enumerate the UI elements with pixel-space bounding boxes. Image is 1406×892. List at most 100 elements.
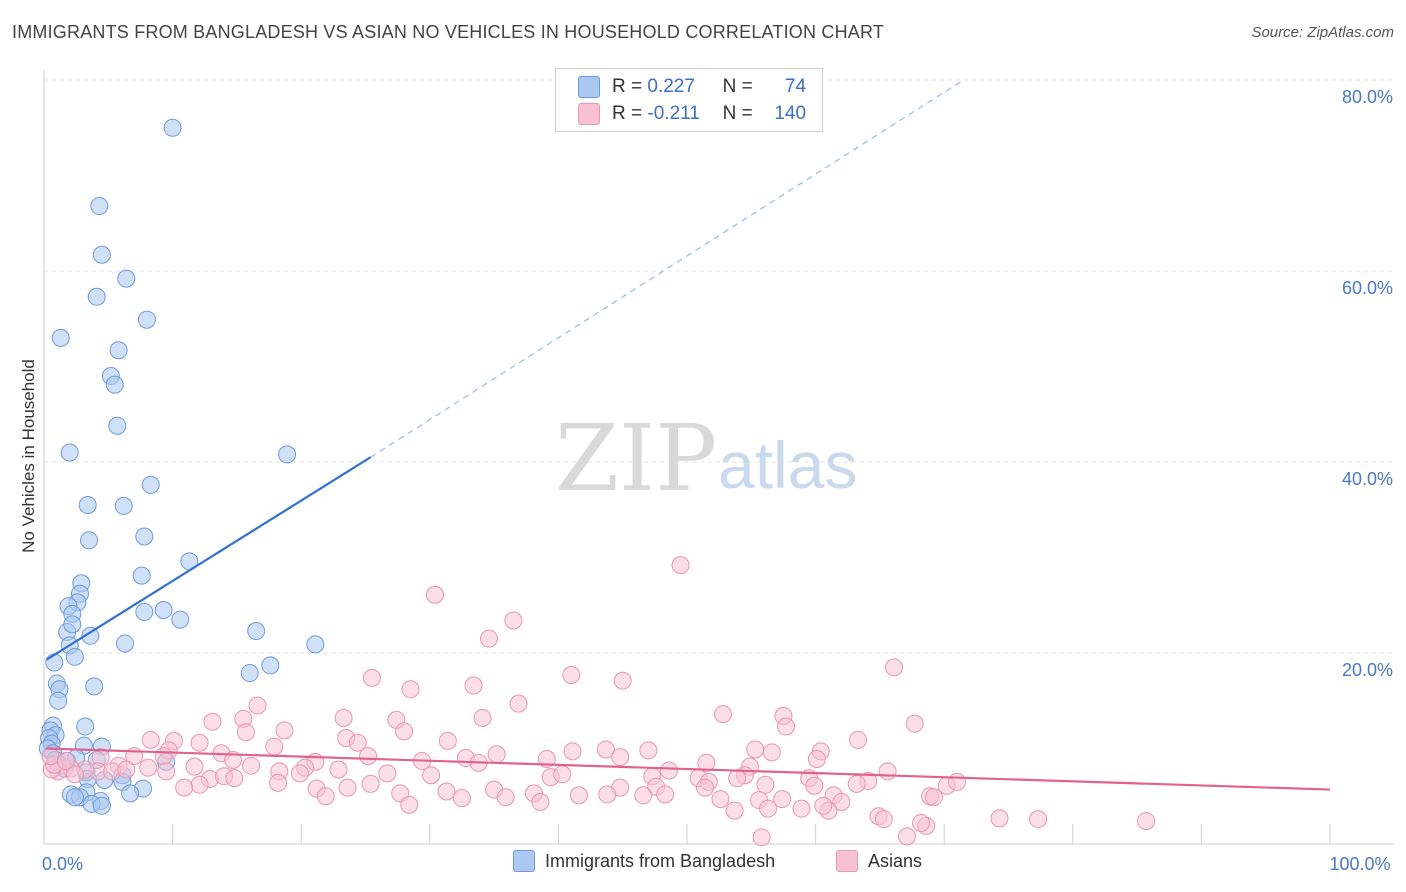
point-asians — [759, 799, 778, 818]
point-bangladesh — [121, 784, 140, 803]
legend-n-label: N = — [722, 103, 753, 124]
point-asians — [874, 810, 893, 829]
point-asians — [805, 776, 824, 795]
bottom-legend-bangladesh: Immigrants from Bangladesh — [513, 850, 775, 872]
bottom-legend-swatch-bangladesh — [513, 850, 535, 872]
point-asians — [728, 769, 747, 788]
bottom-legend-asians: Asians — [836, 850, 922, 872]
point-asians — [473, 708, 492, 727]
point-asians — [157, 762, 176, 781]
point-asians — [1029, 810, 1048, 829]
point-bangladesh — [114, 496, 133, 515]
point-bangladesh — [92, 796, 111, 815]
point-asians — [671, 556, 690, 575]
point-asians — [190, 775, 209, 794]
legend-r-value: 0.227 — [647, 76, 695, 97]
point-asians — [269, 773, 288, 792]
point-asians — [225, 769, 244, 788]
point-asians — [452, 789, 471, 808]
grid — [44, 79, 1394, 654]
point-bangladesh — [90, 197, 109, 216]
point-asians — [334, 708, 353, 727]
point-asians — [464, 676, 483, 695]
point-asians — [912, 813, 931, 832]
point-asians — [236, 723, 255, 742]
point-asians — [141, 730, 160, 749]
point-asians — [696, 778, 715, 797]
point-bangladesh — [108, 416, 127, 435]
point-asians — [509, 694, 528, 713]
point-asians — [1137, 812, 1156, 831]
legend-r-label: R = — [612, 76, 643, 97]
point-bangladesh — [154, 601, 173, 620]
y-tick-label: 20.0% — [1342, 660, 1393, 680]
point-asians — [361, 774, 380, 793]
stats-legend: R = 0.227 N = 74 R = -0.211 N = 140 — [555, 68, 823, 132]
point-bangladesh — [117, 269, 136, 288]
point-asians — [537, 750, 556, 769]
point-bangladesh — [135, 527, 154, 546]
point-asians — [656, 785, 675, 804]
point-bangladesh — [49, 691, 68, 710]
watermark-atlas: atlas — [718, 428, 857, 502]
point-asians — [596, 740, 615, 759]
point-asians — [487, 745, 506, 764]
point-bangladesh — [85, 677, 104, 696]
point-bangladesh — [278, 445, 297, 464]
point-asians — [139, 758, 158, 777]
point-asians — [248, 696, 267, 715]
point-asians — [438, 731, 457, 750]
point-asians — [359, 747, 378, 766]
x-tick-label: 100.0% — [1329, 854, 1390, 874]
point-asians — [154, 747, 173, 766]
point-asians — [948, 772, 967, 791]
point-asians — [190, 733, 209, 752]
legend-r-label: R = — [612, 103, 643, 124]
point-asians — [807, 750, 826, 769]
point-asians — [400, 795, 419, 814]
point-bangladesh — [81, 626, 100, 645]
point-asians — [746, 740, 765, 759]
y-axis-label: No Vehicles in Household — [19, 359, 38, 553]
point-asians — [905, 714, 924, 733]
point-asians — [832, 792, 851, 811]
point-asians — [598, 785, 617, 804]
point-asians — [634, 786, 653, 805]
legend-row-asians: R = -0.211 N = 140 — [578, 102, 806, 126]
point-bangladesh — [141, 475, 160, 494]
point-asians — [697, 753, 716, 772]
point-asians — [531, 792, 550, 811]
chart-source: Source: ZipAtlas.com — [1251, 24, 1394, 41]
point-asians — [290, 764, 309, 783]
axes — [43, 70, 1394, 845]
point-asians — [401, 680, 420, 699]
data-points — [38, 118, 1156, 847]
bottom-legend-label-asians: Asians — [868, 850, 923, 871]
point-bangladesh — [109, 341, 128, 360]
point-bangladesh — [132, 566, 151, 585]
point-asians — [878, 762, 897, 781]
point-asians — [496, 788, 515, 807]
point-asians — [422, 766, 441, 785]
point-asians — [756, 775, 775, 794]
point-asians — [242, 756, 261, 775]
point-asians — [316, 787, 335, 806]
bottom-legend-label-bangladesh: Immigrants from Bangladesh — [545, 850, 776, 871]
point-asians — [117, 760, 136, 779]
point-asians — [777, 717, 796, 736]
y-tick-label: 40.0% — [1342, 469, 1393, 489]
point-bangladesh — [163, 118, 182, 137]
point-asians — [924, 788, 943, 807]
point-asians — [425, 585, 444, 604]
point-bangladesh — [45, 653, 64, 672]
point-asians — [563, 742, 582, 761]
point-asians — [814, 796, 833, 815]
point-asians — [773, 790, 792, 809]
point-asians — [479, 629, 498, 648]
point-asians — [885, 658, 904, 677]
point-bangladesh — [78, 495, 97, 514]
tick-labels: 20.0% 40.0% 60.0% 80.0% 0.0% 100.0% — [42, 87, 1393, 874]
legend-n-value: 74 — [784, 76, 807, 97]
point-asians — [562, 665, 581, 684]
point-asians — [569, 786, 588, 805]
